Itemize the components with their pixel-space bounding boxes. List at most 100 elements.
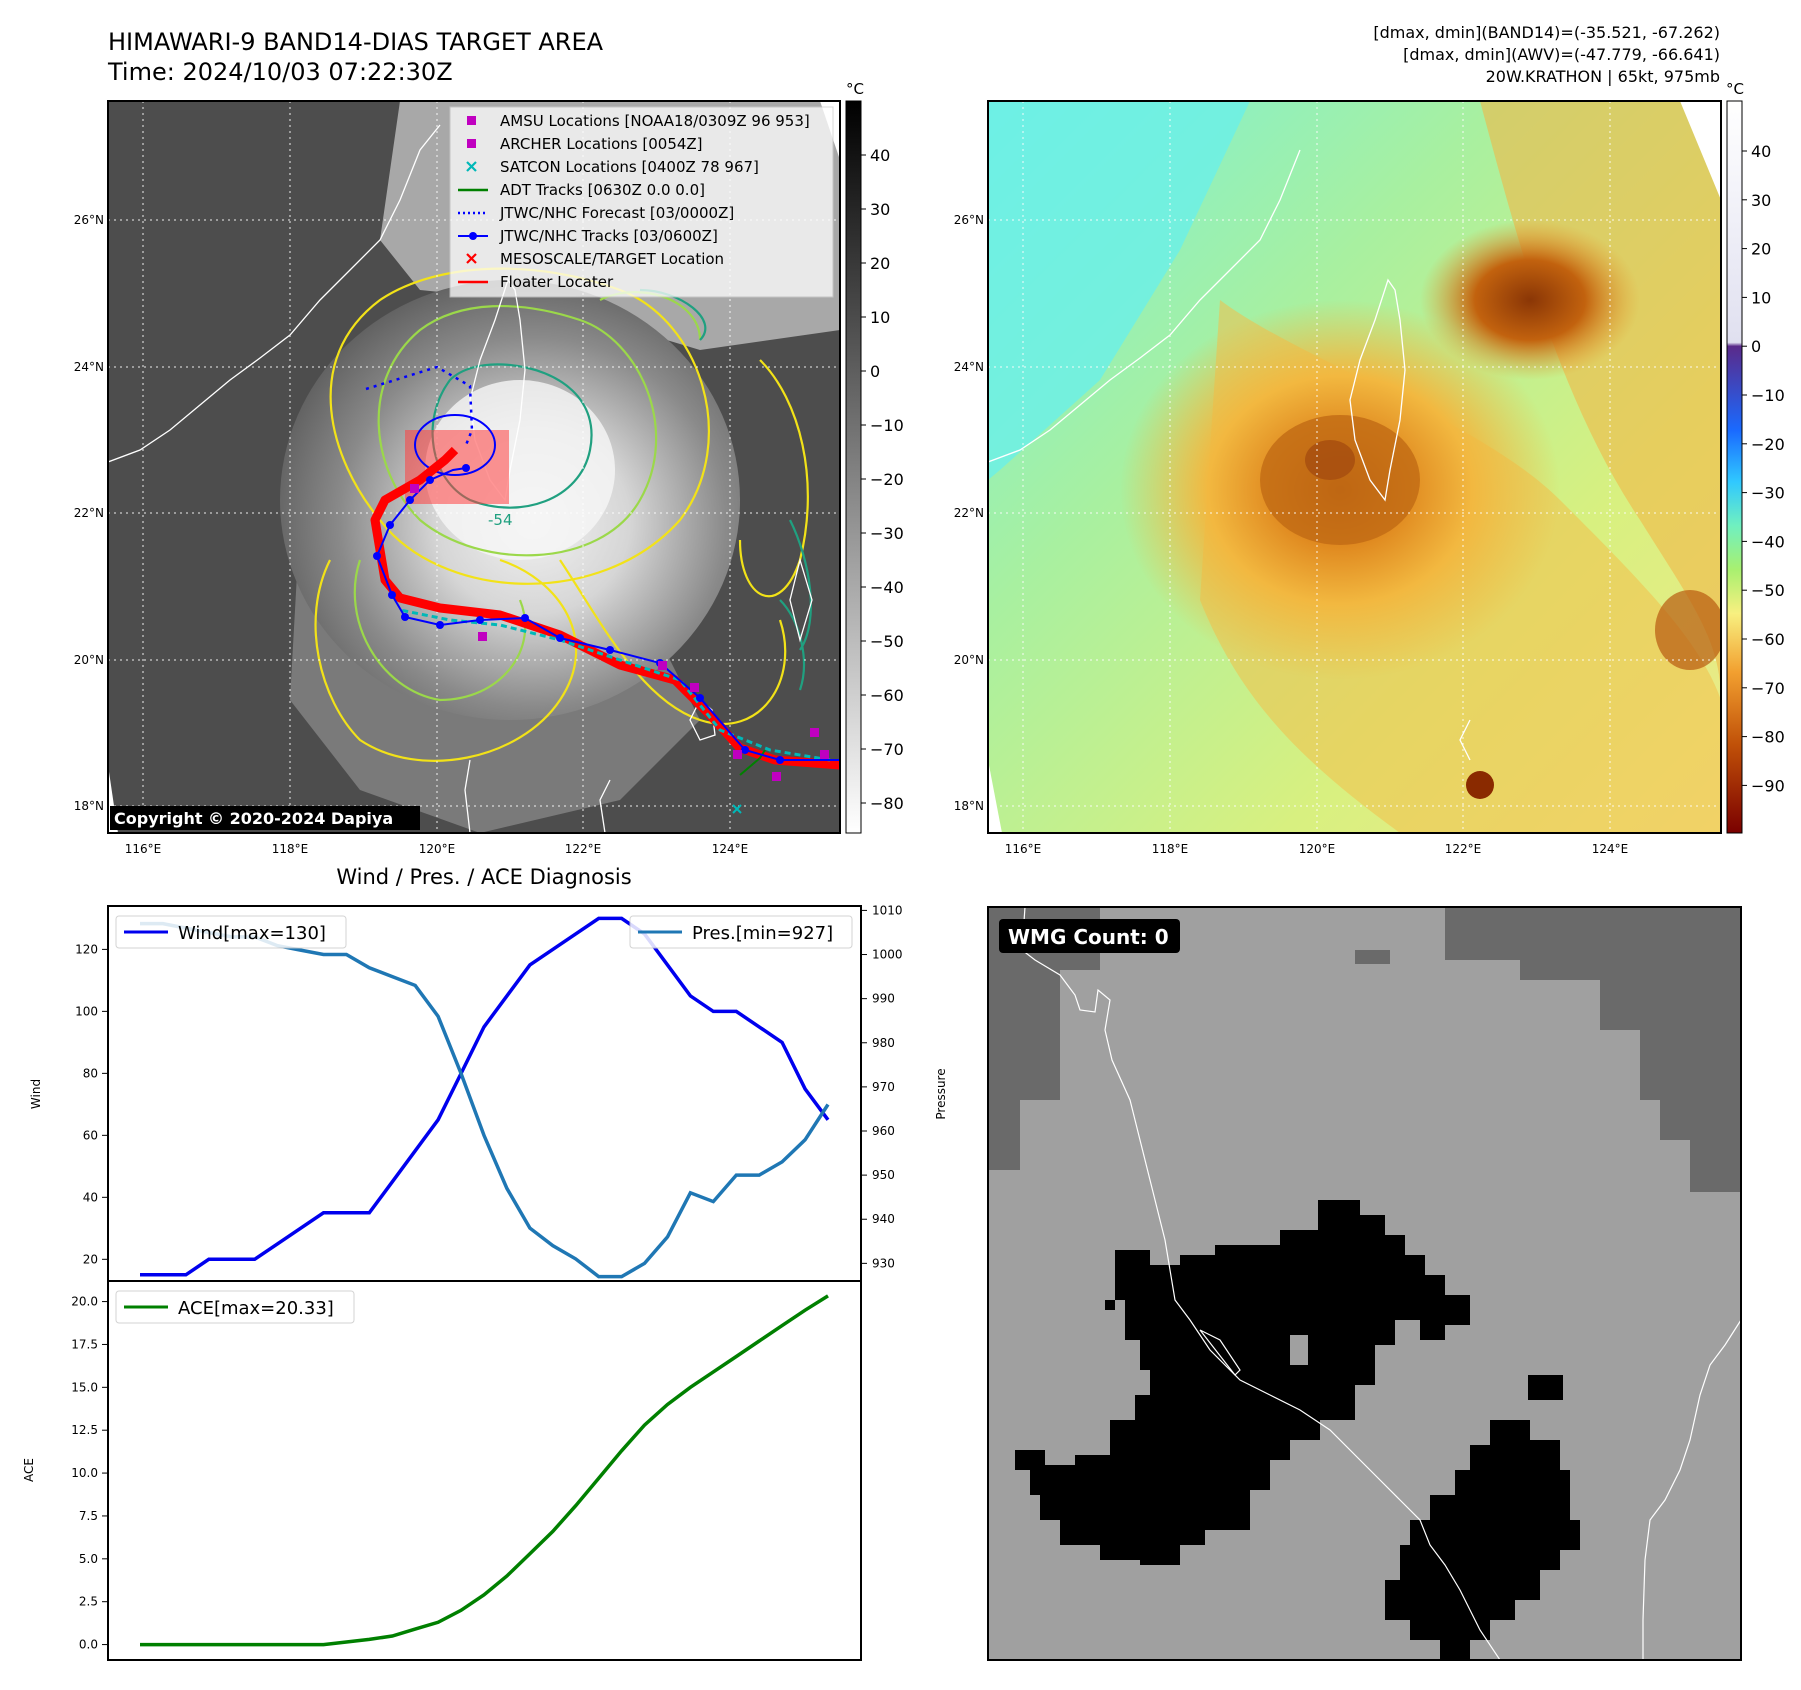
ace-tick-label: 0.0 <box>79 1638 98 1652</box>
legend-row: ADT Tracks [0630Z 0.0 0.0] <box>458 181 705 199</box>
ir-coastlines <box>108 124 813 833</box>
awv-lon-label: 118°E <box>1152 842 1189 856</box>
ace-axis-label: ACE <box>22 1458 36 1482</box>
awv-colorbar-unit: °C <box>1726 80 1744 98</box>
legend-x-marker <box>466 253 477 264</box>
wind-series-line <box>140 916 830 1277</box>
awv-map-frame <box>987 100 1722 834</box>
colorbar-tick-label: 30 <box>870 200 890 219</box>
legend-label: AMSU Locations [NOAA18/0309Z 96 953] <box>500 112 810 130</box>
copyright-text: Copyright © 2020-2024 Dapiya <box>114 809 393 828</box>
pressure-tick-label: 930 <box>872 1256 895 1270</box>
ir-lat-label: 20°N <box>74 653 104 667</box>
colorbar-tick-label: −50 <box>870 632 904 651</box>
colorbar-tick-label: 40 <box>1751 142 1771 161</box>
colorbar-tick-label: 20 <box>870 254 890 273</box>
diagnosis-title: Wind / Pres. / ACE Diagnosis <box>336 865 631 889</box>
colorbar-tick-label: 10 <box>870 308 890 327</box>
wmg-dark-left <box>988 907 1100 1170</box>
wind-axis-label: Wind <box>29 1079 43 1109</box>
awv-lon-label: 122°E <box>1445 842 1482 856</box>
wmg-hole <box>1290 1335 1308 1365</box>
wmg-coastlines <box>1021 907 1741 1660</box>
ace-tick-label: 2.5 <box>79 1595 98 1609</box>
ace-tick-label: 7.5 <box>79 1509 98 1523</box>
wmg-black-speck <box>1528 1375 1563 1400</box>
colorbar-tick-label: −40 <box>870 578 904 597</box>
forecast-cone <box>414 414 496 476</box>
legend-label: SATCON Locations [0400Z 78 967] <box>500 158 759 176</box>
colorbar-tick-label: −80 <box>870 794 904 813</box>
ace-tick-label: 15.0 <box>71 1380 98 1394</box>
ir-lon-label: 122°E <box>565 842 602 856</box>
awv-axis-labels: 116°E 118°E 120°E 122°E 124°E 26°N 24°N 22°N 20°… <box>954 213 1629 856</box>
ir-gridlines <box>108 101 840 833</box>
pres-legend: Pres.[min=927] <box>629 915 853 949</box>
wmg-dark-block <box>1355 950 1390 964</box>
colorbar-tick-label: 0 <box>1751 337 1761 356</box>
awv-lon-label: 116°E <box>1005 842 1042 856</box>
wmg-panel: WMG Count: 0 <box>987 906 1742 1661</box>
colorbar-tick-label: 30 <box>1751 191 1771 210</box>
wind-legend-label: Wind[max=130] <box>178 923 326 944</box>
awv-map-panel <box>987 100 1722 834</box>
ace-tick-label: 20.0 <box>71 1295 98 1309</box>
legend-row: JTWC/NHC Forecast [03/0000Z] <box>458 204 734 222</box>
awv-storm-core <box>1260 415 1420 545</box>
ir-colorbar: °C 40 30 20 10 0 −10 −20 −30 −40 −50 −60 −70 −80 <box>845 80 904 834</box>
legend-dot-marker <box>469 232 477 240</box>
pres-legend-label: Pres.[min=927] <box>692 923 833 944</box>
awv-no-data-wedge-right <box>1680 101 1721 200</box>
pressure-tick-label: 940 <box>872 1212 895 1226</box>
colorbar-tick-label: −60 <box>1751 630 1785 649</box>
legend-row: AMSU Locations [NOAA18/0309Z 96 953] <box>467 112 810 130</box>
wind-tick-label: 120 <box>75 942 98 956</box>
colorbar-tick-label: −70 <box>870 740 904 759</box>
legend-label: JTWC/NHC Tracks [03/0600Z] <box>499 227 718 245</box>
colorbar-tick-label: −90 <box>1751 776 1785 795</box>
colorbar-tick-label: −40 <box>1751 532 1785 551</box>
ace-tick-label: 12.5 <box>71 1423 98 1437</box>
awv-dry-band <box>988 101 1250 480</box>
wind-pres-chart: 20 40 60 80 100 120 930 940 950 960 970 980 990 1000 1… <box>29 903 948 1282</box>
dm-awv-readout: [dmax, dmin](AWV)=(-47.779, -66.641) <box>1403 45 1720 64</box>
ace-legend-label: ACE[max=20.33] <box>178 1298 334 1319</box>
satcon-markers <box>732 804 742 814</box>
ace-tick-label: 10.0 <box>71 1466 98 1480</box>
legend-square-marker <box>467 116 476 125</box>
legend-label: MESOSCALE/TARGET Location <box>500 250 724 268</box>
ace-tick-label: 17.5 <box>71 1337 98 1351</box>
legend-label: ADT Tracks [0630Z 0.0 0.0] <box>500 181 705 199</box>
colorbar-tick-label: −20 <box>870 470 904 489</box>
adt-track <box>739 749 766 776</box>
awv-gridlines <box>988 101 1721 833</box>
awv-lat-label: 26°N <box>954 213 984 227</box>
dm-band14-readout: [dmax, dmin](BAND14)=(-35.521, -67.262) <box>1373 23 1720 42</box>
wmg-black-blob-south <box>1385 1420 1580 1660</box>
colorbar-tick-label: −50 <box>1751 581 1785 600</box>
figure-title: HIMAWARI-9 BAND14-DIAS TARGET AREA <box>108 28 604 56</box>
awv-lon-label: 120°E <box>1299 842 1336 856</box>
wmg-count: WMG Count: 0 <box>1008 925 1169 949</box>
pressure-tick-label: 1000 <box>872 948 903 962</box>
wmg-badge-bg <box>999 919 1180 953</box>
pressure-tick-label: 980 <box>872 1036 895 1050</box>
legend-row: JTWC/NHC Tracks [03/0600Z] <box>458 227 718 245</box>
awv-east-cell <box>1655 590 1721 670</box>
awv-colorbar: °C 40 30 20 10 0 −10 −20 −30 −40 −50 −60 −70 −80 −90 <box>1726 80 1785 834</box>
jtwc-best-track <box>375 467 840 761</box>
colorbar-tick-label: −60 <box>870 686 904 705</box>
legend-x-marker <box>466 161 477 172</box>
wind-tick-label: 100 <box>75 1004 98 1018</box>
legend-label: JTWC/NHC Forecast [03/0000Z] <box>499 204 734 222</box>
ir-lat-label: 24°N <box>74 360 104 374</box>
ir-colorbar-unit: °C <box>846 80 864 98</box>
ir-map-panel: -54 <box>107 100 841 834</box>
colorbar-tick-label: 10 <box>1751 288 1771 307</box>
copyright-badge-bg <box>110 806 420 830</box>
pressure-tick-label: 990 <box>872 992 895 1006</box>
wmg-black-blob-north <box>1015 1200 1470 1565</box>
pressure-tick-label: 1010 <box>872 903 903 917</box>
colorbar-tick-label: −20 <box>1751 435 1785 454</box>
ace-series-line <box>140 1294 829 1647</box>
